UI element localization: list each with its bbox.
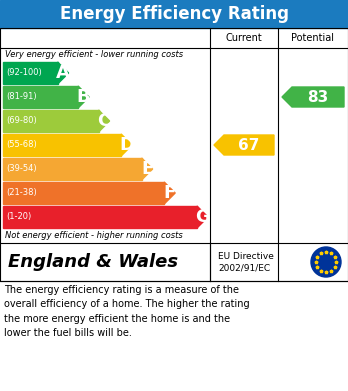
- Text: Not energy efficient - higher running costs: Not energy efficient - higher running co…: [5, 231, 183, 240]
- Polygon shape: [78, 86, 89, 108]
- Text: E: E: [141, 160, 153, 178]
- Text: (21-38): (21-38): [6, 188, 37, 197]
- Text: EU Directive
2002/91/EC: EU Directive 2002/91/EC: [218, 251, 274, 273]
- Text: (69-80): (69-80): [6, 117, 37, 126]
- Bar: [3, 206, 197, 228]
- Text: F: F: [164, 184, 176, 202]
- Bar: [3, 158, 142, 180]
- Text: C: C: [97, 112, 111, 130]
- Text: (55-68): (55-68): [6, 140, 37, 149]
- Text: B: B: [77, 88, 90, 106]
- Bar: [3, 62, 58, 84]
- Text: 67: 67: [238, 138, 260, 152]
- Text: A: A: [56, 64, 70, 82]
- Bar: [0, 48, 210, 243]
- Bar: [3, 86, 78, 108]
- Text: England & Wales: England & Wales: [8, 253, 178, 271]
- Bar: [0, 243, 348, 281]
- Bar: [0, 0, 348, 28]
- Polygon shape: [214, 135, 274, 155]
- Polygon shape: [197, 206, 208, 228]
- Text: (92-100): (92-100): [6, 68, 42, 77]
- Polygon shape: [282, 87, 344, 107]
- Bar: [3, 134, 121, 156]
- Text: D: D: [119, 136, 134, 154]
- Bar: [3, 110, 98, 132]
- Polygon shape: [142, 158, 153, 180]
- Bar: [3, 182, 164, 204]
- Bar: [0, 28, 348, 48]
- Text: The energy efficiency rating is a measure of the
overall efficiency of a home. T: The energy efficiency rating is a measur…: [4, 285, 250, 338]
- Text: (39-54): (39-54): [6, 165, 37, 174]
- Polygon shape: [58, 62, 69, 84]
- Circle shape: [311, 247, 341, 277]
- Text: G: G: [195, 208, 210, 226]
- Bar: [210, 48, 348, 243]
- Polygon shape: [98, 110, 110, 132]
- Text: 83: 83: [307, 90, 329, 104]
- Text: (1-20): (1-20): [6, 212, 31, 221]
- Text: (81-91): (81-91): [6, 93, 37, 102]
- Text: Energy Efficiency Rating: Energy Efficiency Rating: [60, 5, 288, 23]
- Text: Current: Current: [226, 33, 262, 43]
- Bar: [0, 28, 348, 281]
- Polygon shape: [121, 134, 132, 156]
- Polygon shape: [164, 182, 175, 204]
- Text: Very energy efficient - lower running costs: Very energy efficient - lower running co…: [5, 50, 183, 59]
- Text: Potential: Potential: [292, 33, 334, 43]
